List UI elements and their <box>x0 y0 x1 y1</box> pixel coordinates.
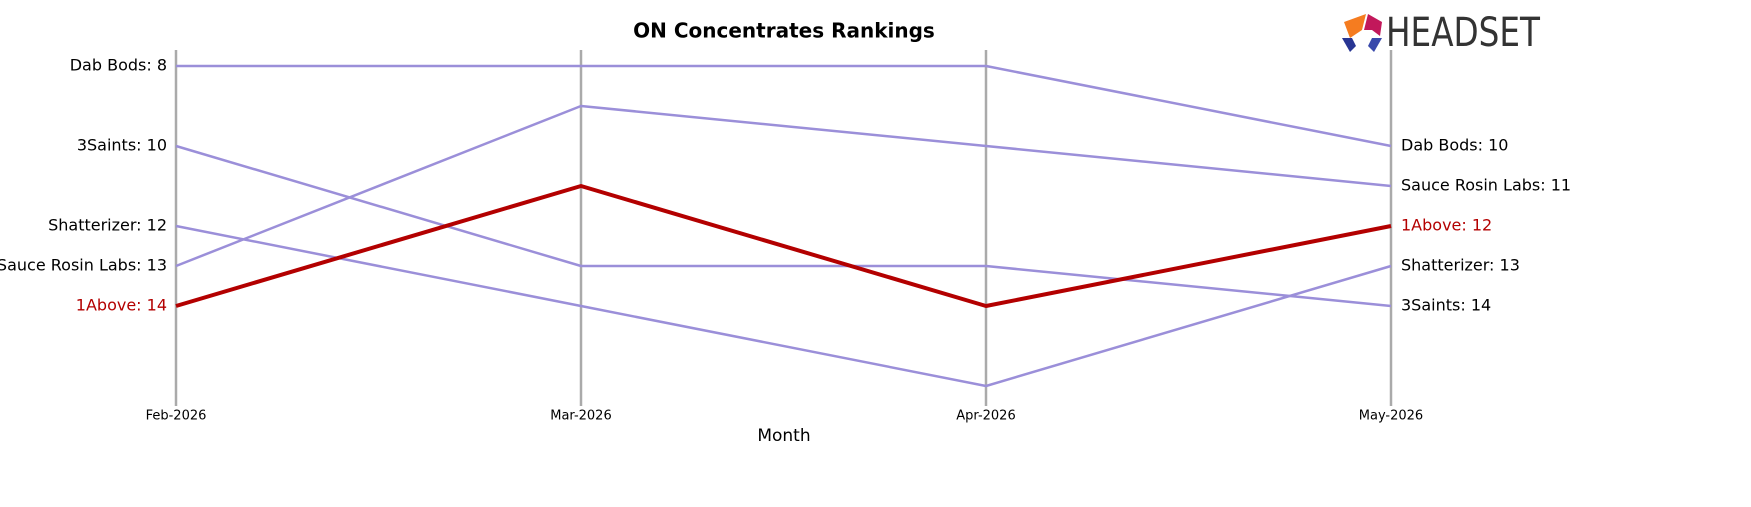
logo-mark <box>1364 14 1382 36</box>
rank-label: 3Saints: 14 <box>1401 296 1491 315</box>
logo-mark <box>1368 38 1382 52</box>
rank-label: Shatterizer: 13 <box>1401 256 1520 275</box>
rank-line <box>175 224 1392 388</box>
rank-line <box>175 104 1392 268</box>
logo-mark <box>1344 14 1366 38</box>
logo-text: HEADSET <box>1386 10 1540 56</box>
rank-line <box>175 184 1392 308</box>
rank-label: 1Above: 14 <box>76 296 167 315</box>
rank-label: Dab Bods: 10 <box>1401 136 1508 155</box>
rank-line <box>175 144 1392 308</box>
logo: HEADSET <box>1342 10 1540 56</box>
rank-label: Dab Bods: 8 <box>70 56 167 75</box>
rank-label: Sauce Rosin Labs: 13 <box>0 256 167 275</box>
x-tick-label: May-2026 <box>1359 409 1423 424</box>
rank-label: Shatterizer: 12 <box>48 216 167 235</box>
x-axis-label: Month <box>757 426 810 446</box>
x-tick-label: Mar-2026 <box>550 409 611 424</box>
logo-mark <box>1342 38 1356 52</box>
rank-label: 3Saints: 10 <box>77 136 167 155</box>
rank-line <box>176 64 1392 148</box>
x-tick-label: Apr-2026 <box>956 409 1015 424</box>
rank-label: Sauce Rosin Labs: 11 <box>1401 176 1571 195</box>
rank-label: 1Above: 12 <box>1401 216 1492 235</box>
chart-title: ON Concentrates Rankings <box>633 19 935 43</box>
x-tick-label: Feb-2026 <box>146 409 207 424</box>
